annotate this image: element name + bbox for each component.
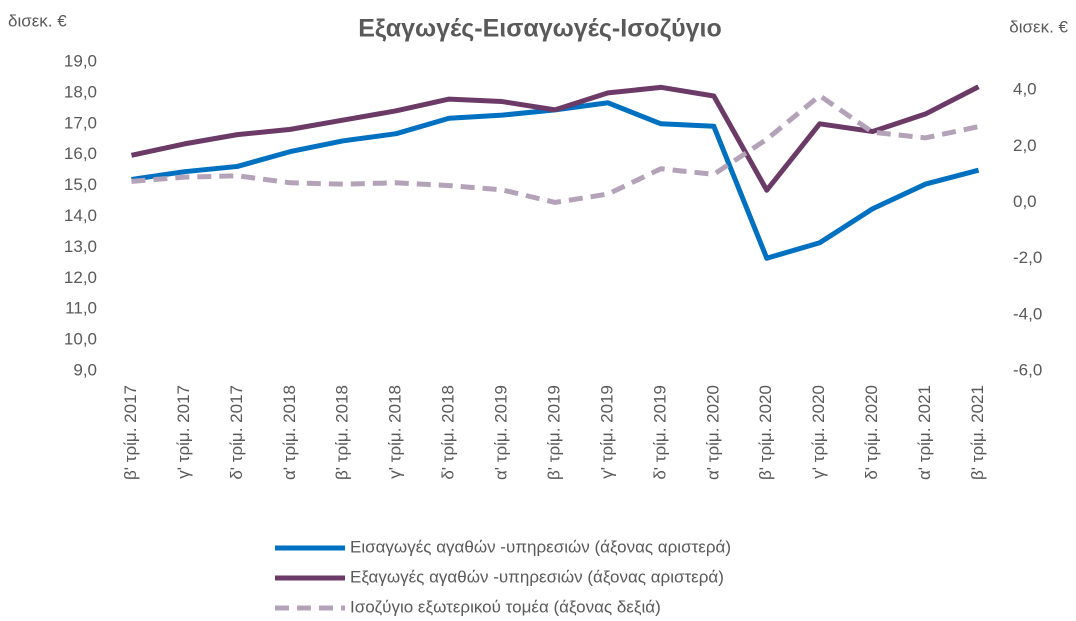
- x-tick-label: β' τρίμ. 2020: [756, 385, 775, 480]
- x-tick-label: δ' τρίμ. 2018: [439, 385, 458, 480]
- x-tick-label: α' τρίμ. 2018: [280, 385, 299, 480]
- y2-tick-label: -6,0: [1013, 360, 1042, 379]
- y2-tick-label: 0,0: [1013, 192, 1037, 211]
- x-tick-label: δ' τρίμ. 2017: [227, 385, 246, 480]
- y2-tick-label: -4,0: [1013, 304, 1042, 323]
- x-tick-label: β' τρίμ. 2018: [333, 385, 352, 480]
- y-tick-label: 11,0: [65, 299, 97, 318]
- x-tick-label: α' τρίμ. 2021: [915, 385, 934, 480]
- x-tick-label: γ' τρίμ. 2020: [809, 385, 828, 479]
- x-tick-label: γ' τρίμ. 2019: [597, 385, 616, 479]
- y-tick-label: 19,0: [64, 51, 97, 70]
- y-tick-label: 18,0: [64, 82, 97, 101]
- chart-title: Εξαγωγές-Εισαγωγές-Ισοζύγιο: [358, 15, 722, 43]
- y-tick-label: 16,0: [64, 144, 97, 163]
- x-tick-label: γ' τρίμ. 2017: [174, 385, 193, 479]
- y-tick-label: 13,0: [64, 237, 97, 256]
- series-line: [130, 84, 980, 193]
- legend-label: Ισοζύγιο εξωτερικού τομέα (άξονας δεξιά): [350, 597, 661, 616]
- x-tick-label: α' τρίμ. 2019: [492, 385, 511, 480]
- y2-tick-label: 2,0: [1013, 136, 1037, 155]
- series-line: [131, 93, 980, 205]
- legend-label: Εξαγωγές αγαθών -υπηρεσιών (άξονας αριστ…: [350, 567, 724, 586]
- y-tick-label: 15,0: [64, 175, 97, 194]
- y2-tick-label: -2,0: [1013, 248, 1042, 267]
- y-tick-label: 17,0: [64, 113, 97, 132]
- x-tick-label: δ' τρίμ. 2020: [862, 385, 881, 480]
- y-tick-label: 10,0: [64, 330, 97, 349]
- x-tick-label: γ' τρίμ. 2018: [386, 385, 405, 479]
- x-tick-label: β' τρίμ. 2021: [968, 385, 987, 480]
- y-tick-label: 14,0: [64, 206, 97, 225]
- legend-label: Εισαγωγές αγαθών -υπηρεσιών (άξονας αρισ…: [350, 537, 731, 556]
- y2-axis-label: δισεκ. €: [1009, 17, 1068, 36]
- x-tick-label: δ' τρίμ. 2019: [650, 385, 669, 480]
- x-tick-label: β' τρίμ. 2017: [121, 385, 140, 480]
- y2-tick-label: 4,0: [1013, 80, 1037, 99]
- y-tick-label: 12,0: [64, 268, 97, 287]
- y-tick-label: 9,0: [73, 360, 97, 379]
- x-tick-label: α' τρίμ. 2020: [703, 385, 722, 480]
- x-tick-label: β' τρίμ. 2019: [544, 385, 563, 480]
- y-axis-label: δισεκ. €: [8, 11, 67, 30]
